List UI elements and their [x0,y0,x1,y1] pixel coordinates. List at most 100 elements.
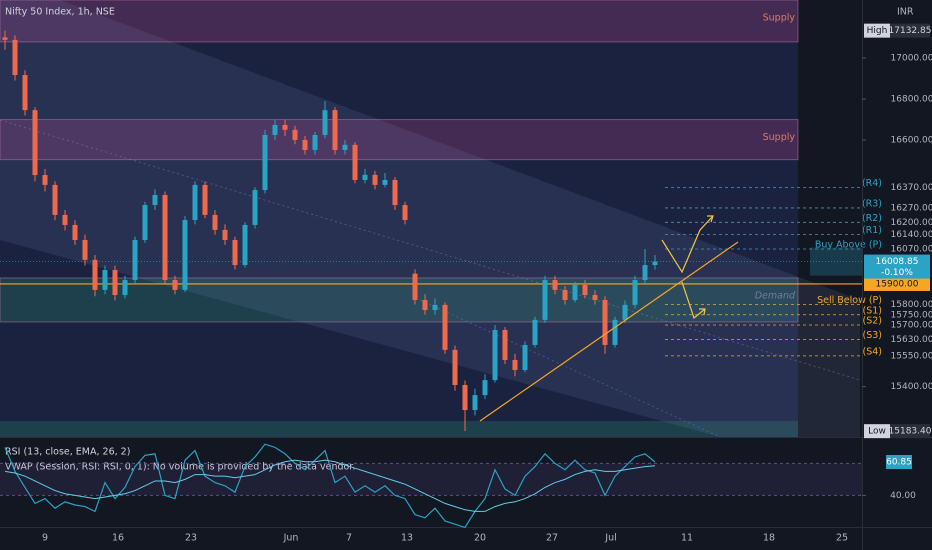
candle-body [212,214,218,230]
candle-body [172,280,178,290]
candle-body [302,139,308,150]
level-tag-label: 16140.00 [891,230,932,240]
candle-body [282,124,288,130]
level-name: (S3) [863,330,883,341]
rsi-note: VWAP (Session, RSI: RSI, 0, 1): No volum… [5,462,355,473]
candle-body [412,273,418,300]
plot-tint [0,0,798,437]
candle-body [472,395,478,411]
level-tag [886,349,930,362]
rsi-last-label: 60.85 [886,458,912,468]
last-price-label: 16008.85 [876,257,919,267]
hl-name-box [864,424,890,439]
zone-label: Supply [763,132,796,143]
candle-body [622,304,628,320]
hl-value: 15183.40 [889,427,932,437]
level-tag [886,216,930,229]
candle-body [602,299,608,345]
level-name: (R3) [862,198,882,209]
rsi-band [0,463,862,496]
pivot-tag-label: 15900.00 [876,279,919,289]
rsi-tick-label: 40.00 [890,491,916,501]
down-arrow [681,281,706,320]
candle-body [632,280,638,305]
candle-body [362,174,368,180]
candle-body [532,319,538,345]
level-tag-label: 15700.00 [891,321,932,331]
trendline [479,241,739,422]
candle-body [272,124,278,135]
candle-body [62,214,68,225]
candle-body [382,179,388,185]
level-tag [886,243,930,256]
hl-value-box [890,424,930,439]
level-tag-label: 16370.00 [891,183,932,193]
x-tick-label: Jul [604,533,616,544]
rsi-line [4,459,656,512]
candle-body [572,284,578,300]
candle-body [52,184,58,215]
candle-body [192,184,198,221]
candle-body [112,269,118,296]
candle-body [252,190,258,225]
level-name: (R1) [862,225,882,236]
zone [0,119,799,161]
candle-body [332,110,338,150]
x-tick-label: 18 [763,533,775,544]
candle-body [562,289,568,300]
candle-body [552,280,558,290]
level-tag [886,298,930,311]
last-price-box [810,247,862,276]
level-tag [886,201,930,214]
level-name: (S4) [863,346,883,357]
hl-name-box [864,23,890,38]
price-channel [0,0,860,437]
x-tick-label: 20 [474,533,486,544]
candle-body [642,265,648,281]
level-name: (R4) [862,178,882,189]
x-tick-label: 9 [42,533,48,544]
y-tick-label: 17000.00 [891,53,932,63]
last-price-change: -0.10% [881,268,913,278]
down-arrow-head [699,308,706,316]
candle-body [592,295,598,300]
zone-label: Demand [755,290,796,301]
last-price-tag [864,254,930,279]
level-tag-label: 15630.00 [891,335,932,345]
pivot-tag [864,276,930,291]
x-tick-label: Jun [283,533,299,544]
level-name: (S1) [863,305,883,316]
hl-name: Low [868,427,886,437]
x-tick-label: 11 [681,533,693,544]
x-tick-label: 23 [185,533,197,544]
candle-body [512,359,518,371]
candle-body [342,144,348,150]
candle-body [402,205,408,221]
candle-body [242,224,248,266]
y-tick-label: 16800.00 [891,95,932,105]
level-tag-label: 15800.00 [891,300,932,310]
zone [0,0,799,43]
level-tag [886,333,930,346]
candle-body [122,280,128,296]
chart-title: Nifty 50 Index, 1h, NSE [5,7,115,18]
candle-body [222,229,228,240]
candle-body [232,239,238,266]
zone-label: Supply [763,13,796,24]
level-name: (R2) [862,213,882,224]
candle-body [132,239,138,281]
candle-body [322,110,328,135]
level-tag [886,308,930,321]
x-tick-label: 16 [112,533,124,544]
candle-body [542,280,548,320]
hl-value-box [890,23,930,38]
candle-body [372,174,378,185]
x-tick-label: 25 [836,533,848,544]
rsi-title: RSI (13, close, EMA, 26, 2) [5,447,130,458]
candle-body [92,259,98,290]
level-name: Buy Above (P) [815,240,882,251]
level-tag-label: 15550.00 [891,351,932,361]
level-tag [886,181,930,194]
candle-body [352,144,358,180]
